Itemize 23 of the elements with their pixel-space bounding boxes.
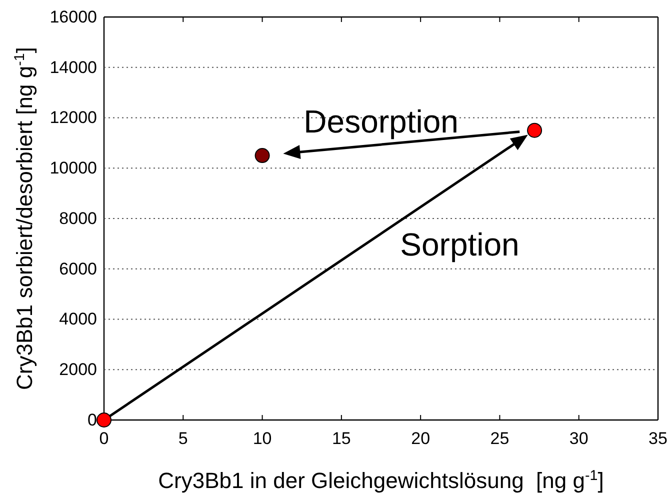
annotation: Sorption: [400, 226, 520, 262]
y-tick-label: 4000: [59, 310, 97, 329]
point: [254, 148, 270, 164]
y-tick-label: 10000: [50, 158, 97, 178]
annotation: Desorption: [304, 104, 458, 140]
x-tick-label: 5: [178, 429, 188, 448]
x-tick-label: 20: [411, 429, 430, 448]
y-tick-label: 6000: [59, 259, 97, 278]
y-tick-label: 14000: [50, 58, 97, 77]
y-tick-label: 12000: [50, 108, 97, 128]
x-tick-label: 30: [569, 429, 588, 448]
point: [96, 412, 112, 428]
x-axis-title: Cry3Bb1 in der Gleichgewichtslösung [ng g$^{-1}$]: [158, 468, 604, 493]
x-tick-label: 35: [648, 429, 668, 448]
point: [527, 122, 542, 138]
x-tick-label: 25: [490, 429, 510, 448]
y-tick-label: 8000: [59, 208, 97, 228]
y-tick-label: 2000: [59, 360, 97, 380]
x-tick-label: 10: [252, 429, 272, 448]
x-tick-label: 15: [332, 429, 351, 448]
y-tick-label: 0: [88, 410, 97, 430]
x-tick-label: 0: [99, 429, 109, 448]
y-tick-label: 16000: [50, 7, 97, 26]
